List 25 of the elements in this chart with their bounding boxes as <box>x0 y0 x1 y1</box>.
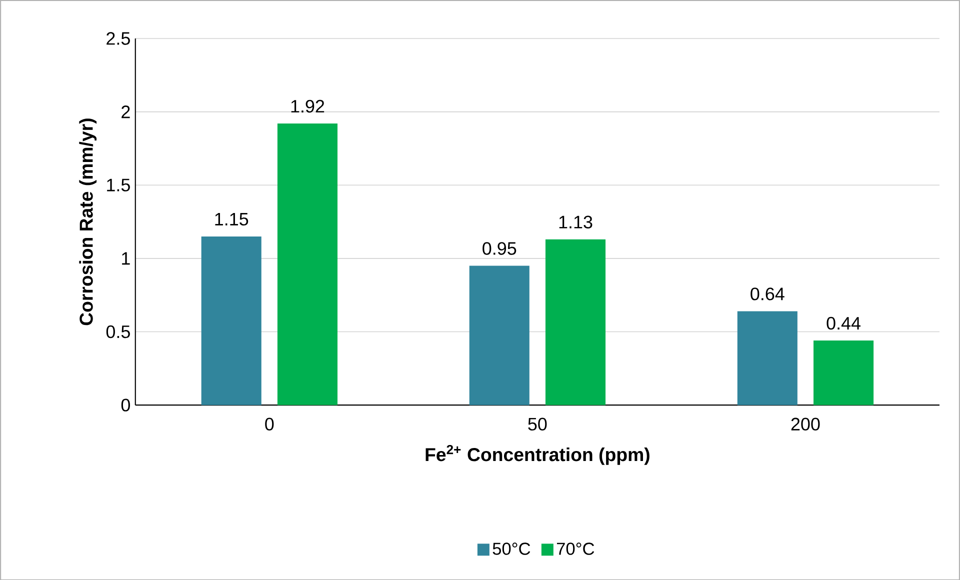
y-tick-label: 2 <box>122 105 130 118</box>
x-tick-label: 0 <box>265 418 274 430</box>
y-tick-label: 0.5 <box>106 325 130 338</box>
bar <box>737 311 798 405</box>
data-label: 1.92 <box>291 100 324 112</box>
x-tick-label: 50 <box>528 418 547 430</box>
data-label: 0.95 <box>482 242 516 255</box>
y-axis-title: Corrosion Rate (mm/yr) <box>79 118 97 325</box>
y-tick-label: 1.5 <box>107 178 130 192</box>
data-label: 1.15 <box>215 212 248 226</box>
bar <box>277 123 338 405</box>
bar <box>545 239 606 405</box>
x-tick-label: 200 <box>791 418 820 430</box>
y-tick-label: 2.5 <box>106 32 130 45</box>
legend-label: 50°C <box>492 542 530 555</box>
data-label: 1.13 <box>559 216 592 228</box>
x-axis-title: Fe$^{2+}$ Concentration (ppm) <box>426 444 650 465</box>
legend-label: 70°C <box>556 542 594 555</box>
bar <box>469 266 530 405</box>
y-tick-label: 1 <box>122 252 130 264</box>
y-tick-label: 0 <box>121 398 130 412</box>
data-label: 0.44 <box>826 316 861 330</box>
bar <box>814 340 874 405</box>
data-label: 0.64 <box>750 287 784 300</box>
bar <box>201 236 262 405</box>
